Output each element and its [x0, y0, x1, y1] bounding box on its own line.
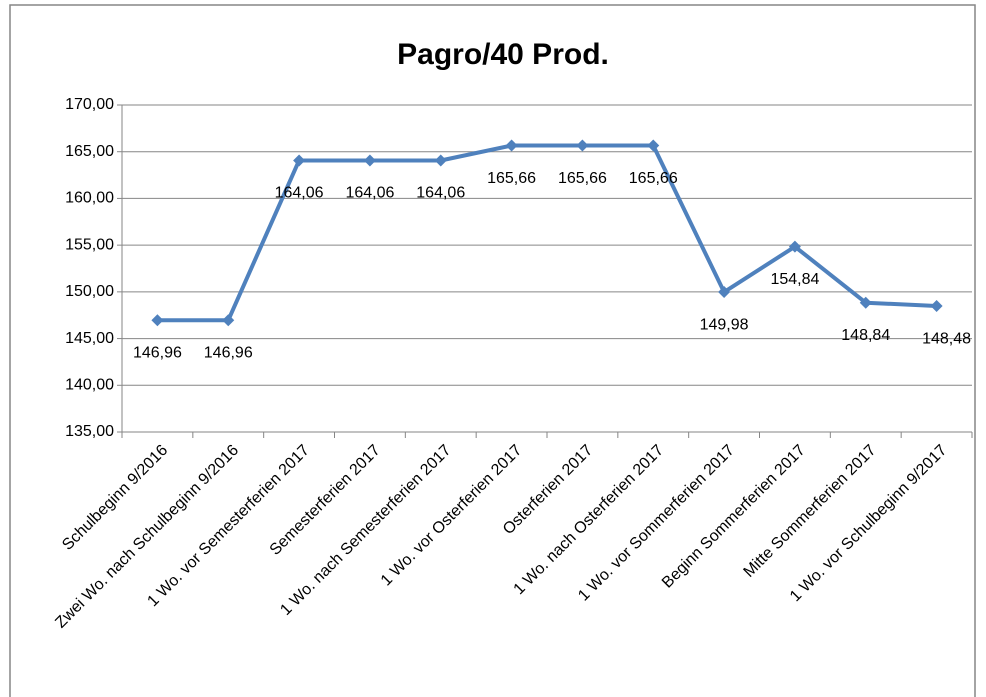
data-label: 164,06	[416, 185, 465, 202]
data-marker	[363, 154, 376, 167]
data-label: 165,66	[558, 170, 607, 187]
data-marker	[930, 300, 943, 313]
data-marker	[222, 314, 235, 327]
data-marker	[151, 314, 164, 327]
data-marker	[718, 286, 731, 299]
data-label: 146,96	[133, 344, 182, 361]
chart-border	[9, 4, 976, 697]
data-label: 154,84	[770, 271, 819, 288]
data-label: 148,84	[841, 327, 890, 344]
data-marker	[647, 139, 660, 152]
data-label: 165,66	[629, 170, 678, 187]
data-marker	[576, 139, 589, 152]
y-tick-label: 140,00	[65, 377, 114, 394]
data-line	[157, 143, 937, 323]
y-tick-label: 135,00	[65, 423, 114, 440]
y-tick-label: 150,00	[65, 283, 114, 300]
data-marker	[505, 139, 518, 152]
y-tick-label: 160,00	[65, 190, 114, 207]
data-label: 146,96	[204, 344, 253, 361]
data-marker	[434, 154, 447, 167]
data-marker	[859, 296, 872, 309]
data-marker	[788, 240, 801, 253]
data-label: 148,48	[922, 330, 971, 347]
data-label: 165,66	[487, 170, 536, 187]
y-tick-label: 145,00	[65, 330, 114, 347]
y-tick-label: 165,00	[65, 143, 114, 160]
data-marker	[293, 154, 306, 167]
y-tick-label: 170,00	[65, 96, 114, 113]
chart-title: Pagro/40 Prod.	[397, 38, 609, 71]
data-label: 164,06	[275, 185, 324, 202]
y-tick-label: 155,00	[65, 236, 114, 253]
data-label: 149,98	[700, 316, 749, 333]
data-label: 164,06	[345, 185, 394, 202]
